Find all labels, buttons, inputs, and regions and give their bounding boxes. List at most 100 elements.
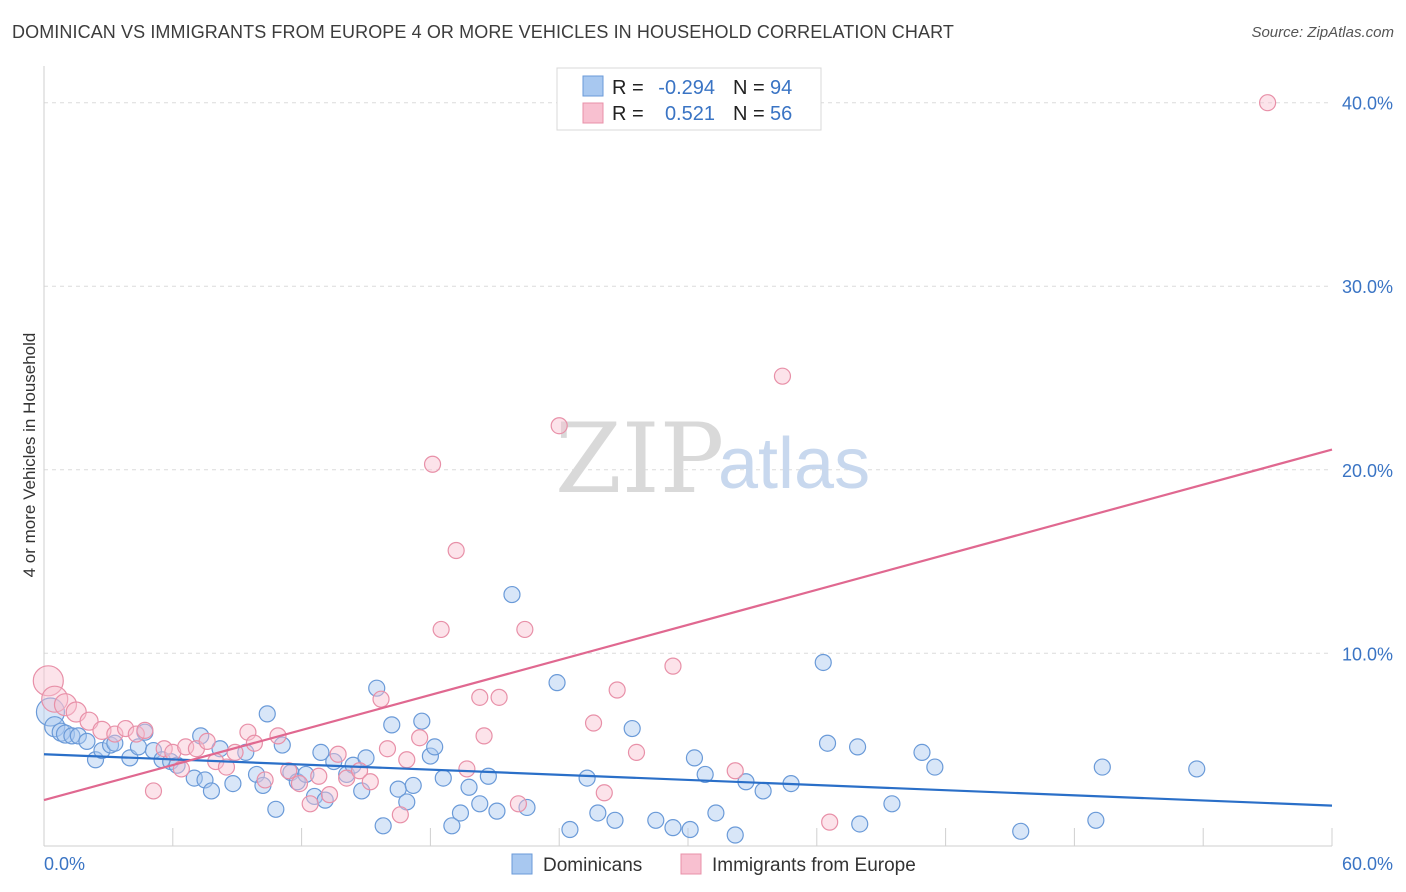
point-dominicans <box>623 719 641 738</box>
point-europe <box>516 620 534 639</box>
point-dominicans <box>312 743 330 762</box>
point-europe <box>432 620 450 639</box>
point-dominicans <box>578 769 596 787</box>
point-dominicans <box>754 782 772 800</box>
point-dominicans <box>1012 822 1030 840</box>
point-dominicans <box>726 826 744 844</box>
point-dominicans <box>883 795 901 813</box>
point-dominicans <box>434 769 452 787</box>
point-europe <box>378 740 397 758</box>
point-dominicans <box>647 811 665 829</box>
point-europe <box>116 719 135 738</box>
point-europe <box>127 725 145 743</box>
point-dominicans <box>696 765 714 784</box>
point-europe <box>584 714 603 732</box>
trend-line-europe <box>43 448 1333 802</box>
point-dominicans <box>851 815 869 833</box>
point-europe <box>471 688 489 706</box>
stats-n-label-europe: N = <box>733 103 765 125</box>
legend-swatch-dominicans <box>511 853 533 875</box>
legend-swatch-europe <box>680 853 702 875</box>
point-dominicans <box>273 736 291 754</box>
stats-swatch-europe <box>582 102 604 124</box>
point-dominicans <box>606 811 624 829</box>
trend-lines <box>43 448 1333 807</box>
point-dominicans <box>503 585 521 604</box>
point-europe <box>177 738 195 756</box>
point-europe <box>329 745 347 763</box>
point-europe <box>773 367 792 385</box>
point-dominicans <box>589 804 607 822</box>
point-europe <box>726 762 744 780</box>
point-dominicans <box>488 802 506 820</box>
data-points <box>32 94 1277 844</box>
point-europe <box>398 751 416 769</box>
x-tick-label: 60.0% <box>1342 854 1393 874</box>
point-dominicans <box>224 774 242 793</box>
point-dominicans <box>368 679 386 697</box>
x-tick-label: 0.0% <box>44 854 85 874</box>
point-europe <box>290 774 309 793</box>
point-europe <box>106 725 124 743</box>
y-tick-label: 20.0% <box>1342 461 1393 481</box>
point-dominicans <box>1093 758 1111 776</box>
point-dominicans <box>383 716 401 734</box>
point-dominicans <box>664 819 682 837</box>
point-europe <box>155 740 173 758</box>
legend-label-dominicans: Dominicans <box>543 855 642 876</box>
point-dominicans <box>421 747 439 765</box>
stats-swatch-dominicans <box>582 75 604 97</box>
point-europe <box>280 762 298 780</box>
point-europe <box>458 760 476 778</box>
point-dominicans <box>63 727 81 745</box>
point-dominicans <box>685 749 704 767</box>
point-dominicans <box>426 738 444 756</box>
y-tick-label: 40.0% <box>1342 94 1393 114</box>
point-dominicans <box>297 765 315 784</box>
source-label: Source: ZipAtlas.com <box>1251 24 1394 41</box>
point-dominicans <box>1087 811 1105 829</box>
point-europe <box>361 773 379 791</box>
chart-title: DOMINICAN VS IMMIGRANTS FROM EUROPE 4 OR… <box>12 22 954 42</box>
point-dominicans <box>93 741 111 760</box>
trend-line-dominicans <box>43 753 1333 807</box>
stats-r-label-europe: R = <box>612 103 644 125</box>
point-europe <box>447 541 465 560</box>
point-dominicans <box>451 804 470 822</box>
point-dominicans <box>1188 760 1206 778</box>
point-dominicans <box>460 778 478 796</box>
point-europe <box>550 417 568 435</box>
point-dominicans <box>681 820 699 839</box>
point-europe <box>136 721 154 739</box>
stats-n-value-europe: 56 <box>770 103 792 125</box>
point-europe <box>301 795 319 813</box>
point-dominicans <box>69 727 87 745</box>
point-dominicans <box>78 732 96 750</box>
point-dominicans <box>471 795 489 813</box>
point-europe <box>320 786 339 804</box>
point-europe <box>821 813 839 831</box>
point-europe <box>217 758 236 776</box>
point-europe <box>144 782 163 800</box>
point-europe <box>411 729 429 747</box>
point-europe <box>32 665 64 697</box>
point-europe <box>608 681 626 699</box>
point-dominicans <box>202 782 221 800</box>
legend: Dominicans Immigrants from Europe <box>511 853 916 876</box>
point-dominicans <box>926 758 944 776</box>
point-europe <box>338 769 356 787</box>
point-europe <box>475 727 493 745</box>
point-europe <box>595 784 613 802</box>
stats-n-value-dominicans: 94 <box>770 77 792 99</box>
tick-labels: 10.0% 20.0% 30.0% 40.0% 0.0% 60.0% <box>44 94 1393 874</box>
point-dominicans <box>413 712 431 730</box>
point-europe <box>41 685 69 713</box>
point-dominicans <box>707 804 725 822</box>
point-europe <box>627 743 646 762</box>
y-axis-title: 4 or more Vehicles in Household <box>20 333 39 578</box>
stats-n-label-dominicans: N = <box>733 77 765 99</box>
point-dominicans <box>404 776 422 795</box>
legend-label-europe: Immigrants from Europe <box>712 855 916 876</box>
point-dominicans <box>106 734 124 752</box>
